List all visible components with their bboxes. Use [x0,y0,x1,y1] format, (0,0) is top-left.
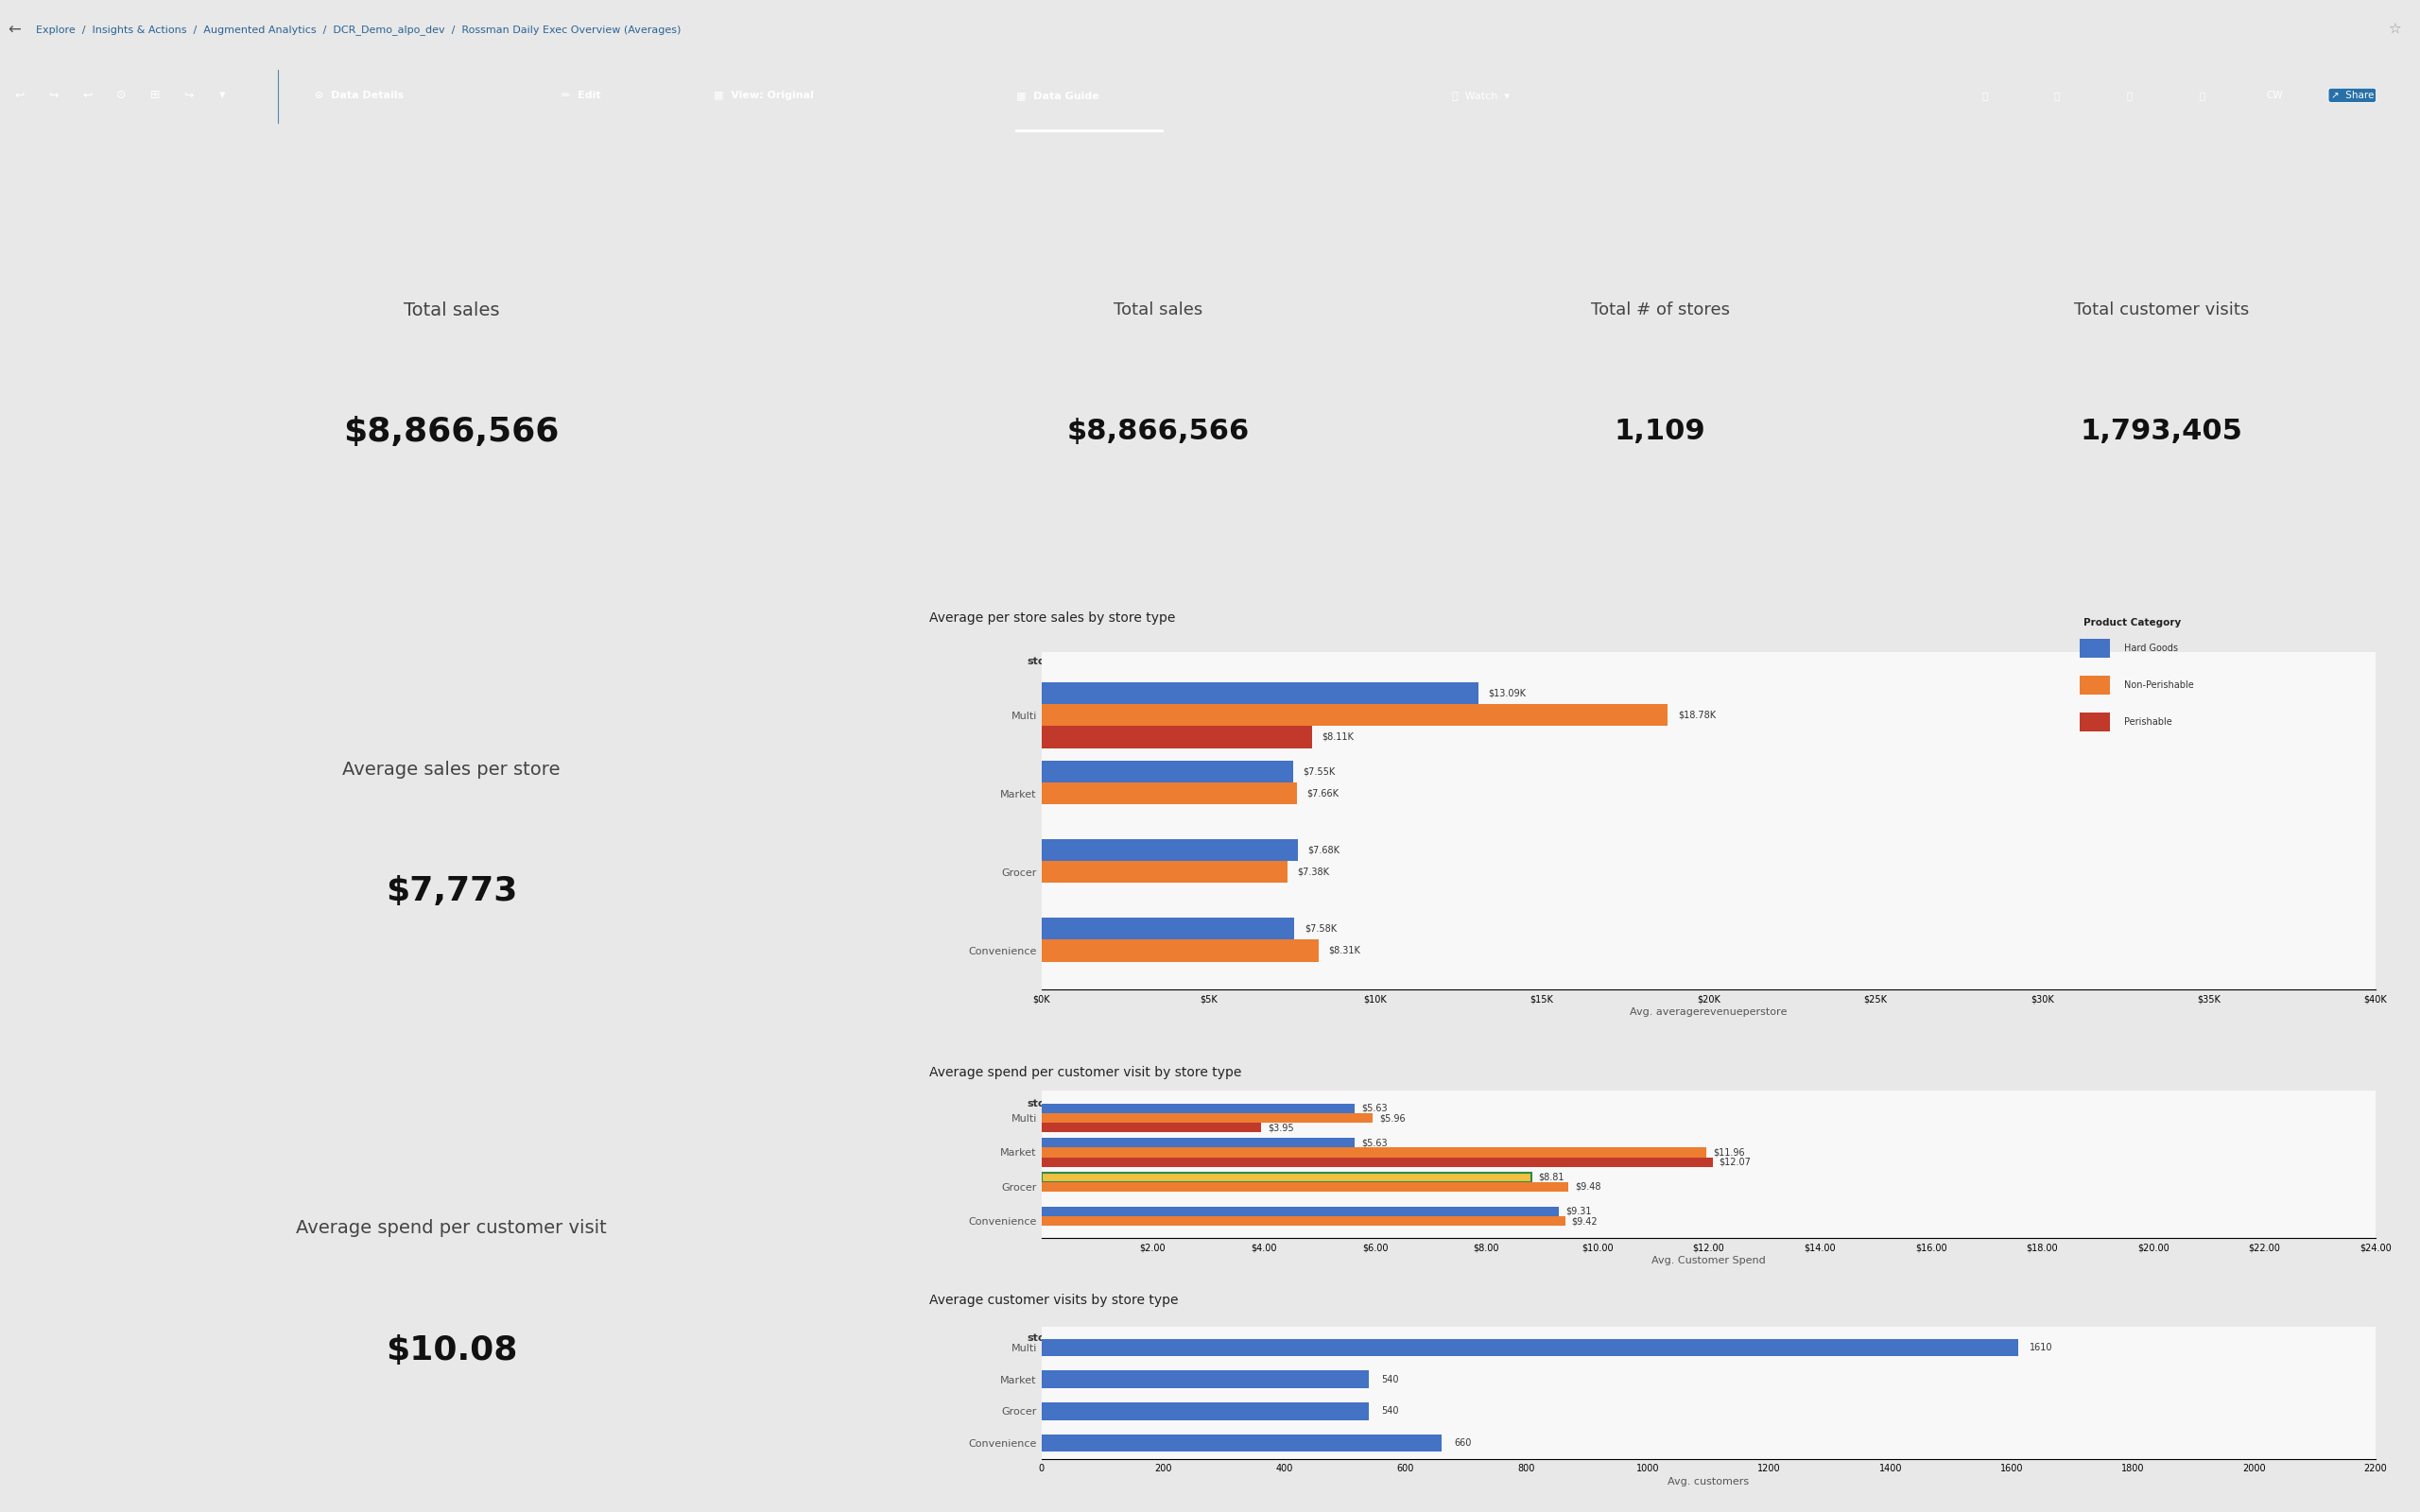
Bar [1041,726,1312,748]
Text: $8,866,566: $8,866,566 [1067,417,1249,446]
Text: $7.58K: $7.58K [1304,924,1336,933]
Text: Non-Perishable: Non-Perishable [2125,680,2193,689]
Text: $3.95: $3.95 [1268,1123,1295,1132]
Bar [1041,1148,1706,1157]
Bar [1041,705,1667,726]
Text: 👁: 👁 [2200,91,2205,100]
Bar [2079,676,2110,694]
Text: ▦  Data Guide: ▦ Data Guide [1016,91,1099,100]
Text: 1,793,405: 1,793,405 [2081,417,2243,446]
Text: ⊞: ⊞ [150,89,160,101]
Text: $13.09K: $13.09K [1488,688,1527,699]
Text: Product Category: Product Category [2084,618,2180,627]
Text: $7.38K: $7.38K [1297,868,1329,877]
Bar [1041,918,1295,939]
Text: storetype: storetype [1026,1099,1084,1108]
Bar [1041,1104,1355,1113]
Text: ▾: ▾ [220,89,225,101]
Text: ⊙: ⊙ [116,89,126,101]
Text: 1,109: 1,109 [1614,417,1706,446]
Text: Average customer visits by store type: Average customer visits by store type [929,1294,1179,1306]
Text: $18.78K: $18.78K [1677,711,1716,720]
Text: $7,773: $7,773 [385,875,518,907]
Text: $8.81: $8.81 [1537,1172,1563,1182]
Bar [1041,1123,1261,1132]
Text: ▦  View: Original: ▦ View: Original [714,91,813,100]
Text: $5.96: $5.96 [1379,1113,1406,1123]
Text: ↪: ↪ [184,89,194,101]
Text: Average spend per customer visit: Average spend per customer visit [295,1220,607,1237]
Text: $11.96: $11.96 [1713,1148,1745,1157]
Bar [1041,860,1287,883]
Text: 💾: 💾 [2055,91,2059,100]
Text: $7.66K: $7.66K [1307,789,1338,798]
Text: Total sales: Total sales [1113,301,1203,319]
Bar [2079,638,2110,658]
Text: $8.11K: $8.11K [1321,732,1355,742]
Text: $12.07: $12.07 [1718,1157,1752,1167]
Bar [1041,1207,1558,1216]
Bar [1041,682,1479,705]
X-axis label: Avg. averagerevenueperstorе: Avg. averagerevenueperstorе [1631,1009,1788,1018]
Bar [1041,1435,1442,1452]
Text: 660: 660 [1454,1438,1471,1447]
Bar [1041,1216,1566,1226]
Bar [1041,761,1292,783]
Text: ↩: ↩ [15,89,24,101]
Bar [1041,939,1319,962]
Text: $8.31K: $8.31K [1329,947,1360,956]
Text: $9.42: $9.42 [1573,1216,1597,1226]
Text: 📱: 📱 [1982,91,1987,100]
Text: ←: ← [7,21,22,38]
Text: Perishable: Perishable [2125,717,2171,726]
Bar [1041,1172,1532,1182]
Text: $7.68K: $7.68K [1307,845,1341,854]
Bar [1041,1113,1372,1123]
Bar [1041,839,1297,860]
Text: $8,866,566: $8,866,566 [344,416,559,448]
Text: Average spend per customer visit by store type: Average spend per customer visit by stor… [929,1066,1241,1080]
Text: $7.55K: $7.55K [1304,767,1336,776]
Text: Total customer visits: Total customer visits [2074,301,2251,319]
Text: ⊙  Data Details: ⊙ Data Details [315,91,404,100]
X-axis label: Avg. Customer Spend: Avg. Customer Spend [1650,1256,1767,1266]
Bar [1041,1139,1355,1148]
Text: ↪: ↪ [48,89,58,101]
Text: Average per store sales by store type: Average per store sales by store type [929,612,1176,624]
Bar [1041,1402,1370,1420]
Bar [2079,712,2110,732]
Text: $5.63: $5.63 [1360,1104,1387,1113]
Text: CW: CW [2268,91,2282,100]
Text: ↩: ↩ [82,89,92,101]
Text: Total # of stores: Total # of stores [1590,301,1730,319]
Text: 🔔: 🔔 [2127,91,2132,100]
Text: Total sales: Total sales [404,301,499,319]
Text: 540: 540 [1382,1374,1399,1383]
Text: 540: 540 [1382,1406,1399,1415]
Text: $10.08: $10.08 [385,1334,518,1365]
Text: ☆: ☆ [2389,23,2401,36]
Bar [1041,1338,2018,1356]
Text: Hard Goods: Hard Goods [2125,644,2178,653]
Text: storetype: storetype [1026,656,1084,667]
Text: $9.48: $9.48 [1575,1182,1602,1191]
Text: Average sales per store: Average sales per store [341,761,561,779]
Text: storetype: storetype [1026,1334,1084,1343]
Text: 👁  Watch  ▾: 👁 Watch ▾ [1452,91,1510,100]
Text: $5.63: $5.63 [1360,1139,1387,1148]
Text: 1610: 1610 [2030,1343,2052,1352]
Bar [1041,1157,1713,1167]
Bar [1041,783,1297,804]
Text: ✏  Edit: ✏ Edit [561,91,600,100]
X-axis label: Avg. customers: Avg. customers [1667,1477,1750,1486]
Bar [1041,1370,1370,1388]
Text: $9.31: $9.31 [1566,1207,1592,1216]
Bar [1041,1182,1568,1191]
Text: ↗  Share: ↗ Share [2330,91,2374,100]
Text: Explore  /  Insights & Actions  /  Augmented Analytics  /  DCR_Demo_alpo_dev  / : Explore / Insights & Actions / Augmented… [36,24,682,35]
